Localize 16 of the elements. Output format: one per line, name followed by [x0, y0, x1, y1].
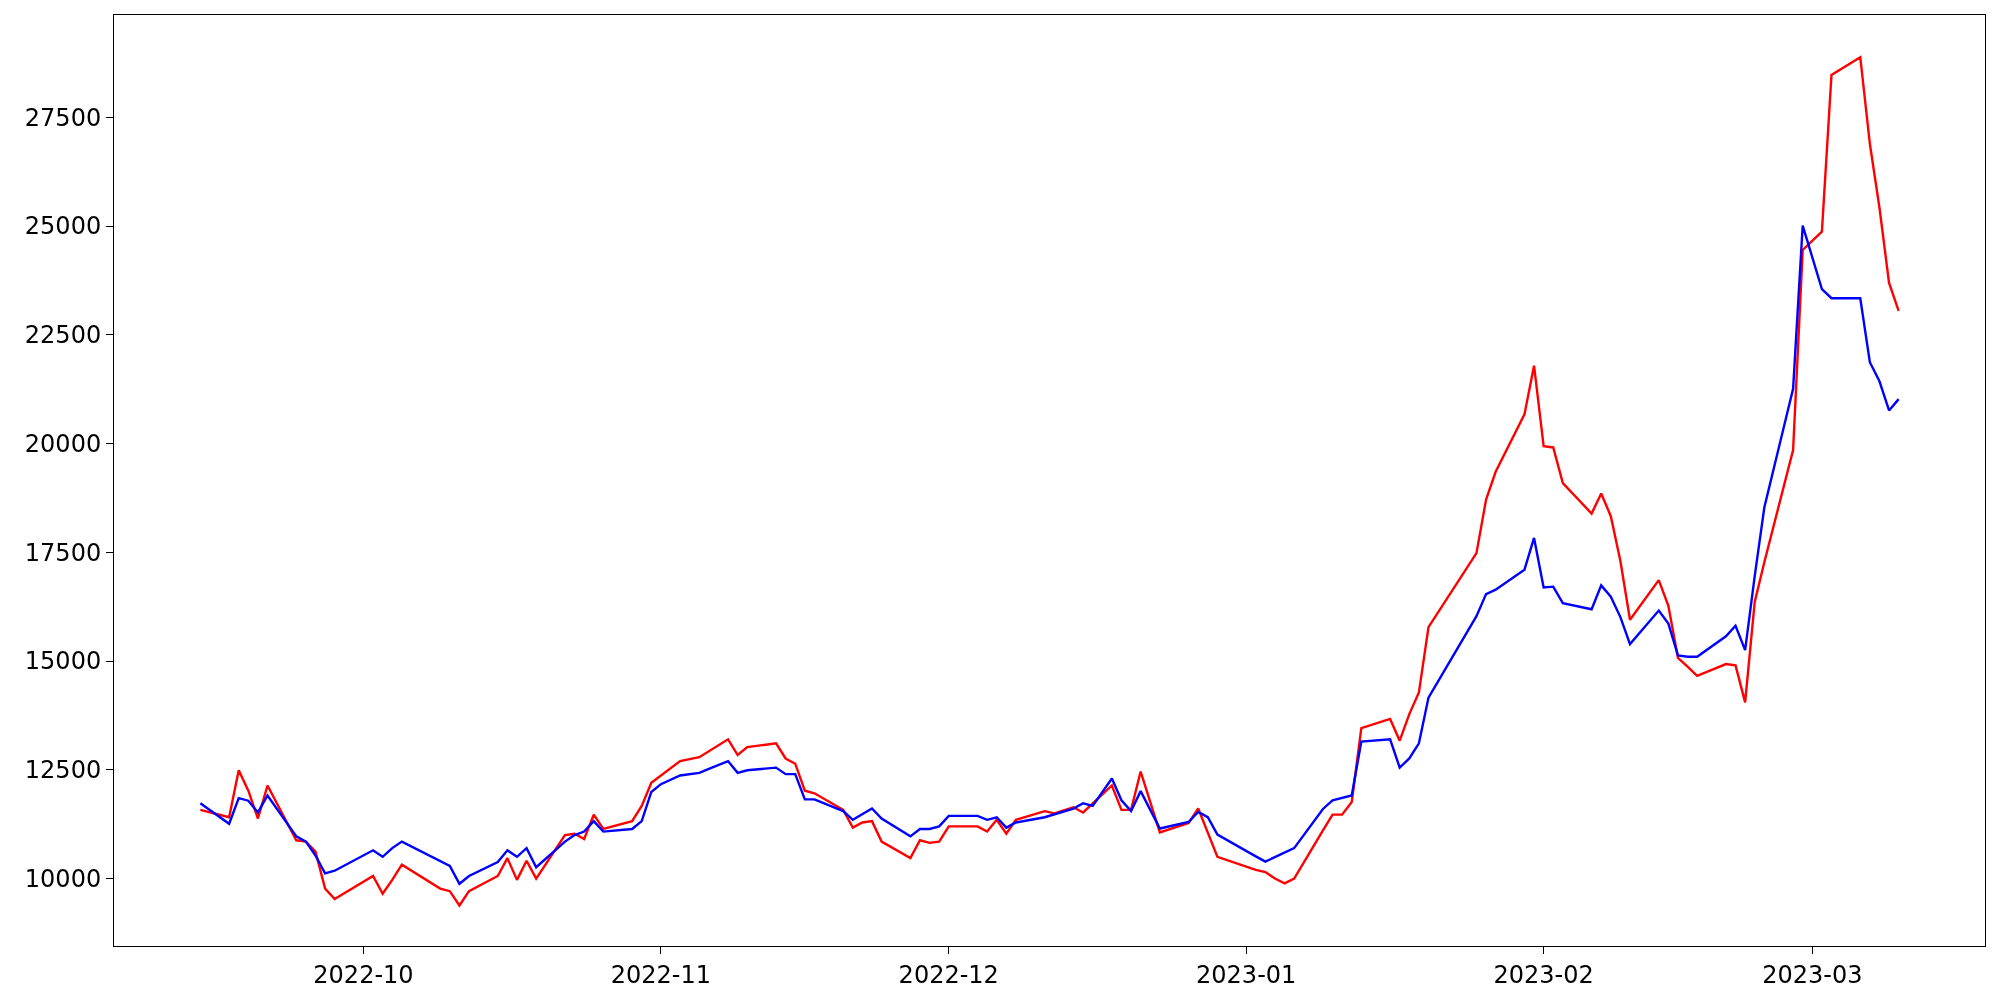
x-tick-label: 2023-03: [1762, 960, 1863, 989]
x-tick-label: 2022-12: [898, 960, 999, 989]
y-tick-label: 12500: [24, 756, 102, 785]
x-tick-label: 2023-02: [1493, 960, 1594, 989]
line-series: [199, 56, 1900, 907]
x-tick-label: 2023-01: [1196, 960, 1297, 989]
y-tick-label: 15000: [24, 647, 102, 676]
y-tick-label: 27500: [24, 103, 102, 132]
y-tick-label: 25000: [24, 212, 102, 241]
y-tick-label: 10000: [24, 864, 102, 893]
line-series: [199, 224, 1900, 885]
y-tick-label: 22500: [24, 321, 102, 350]
y-tick-label: 20000: [24, 429, 102, 458]
x-tick-label: 2022-11: [610, 960, 712, 989]
y-tick-label: 17500: [24, 538, 102, 567]
x-tick-label: 2022-10: [313, 960, 414, 989]
